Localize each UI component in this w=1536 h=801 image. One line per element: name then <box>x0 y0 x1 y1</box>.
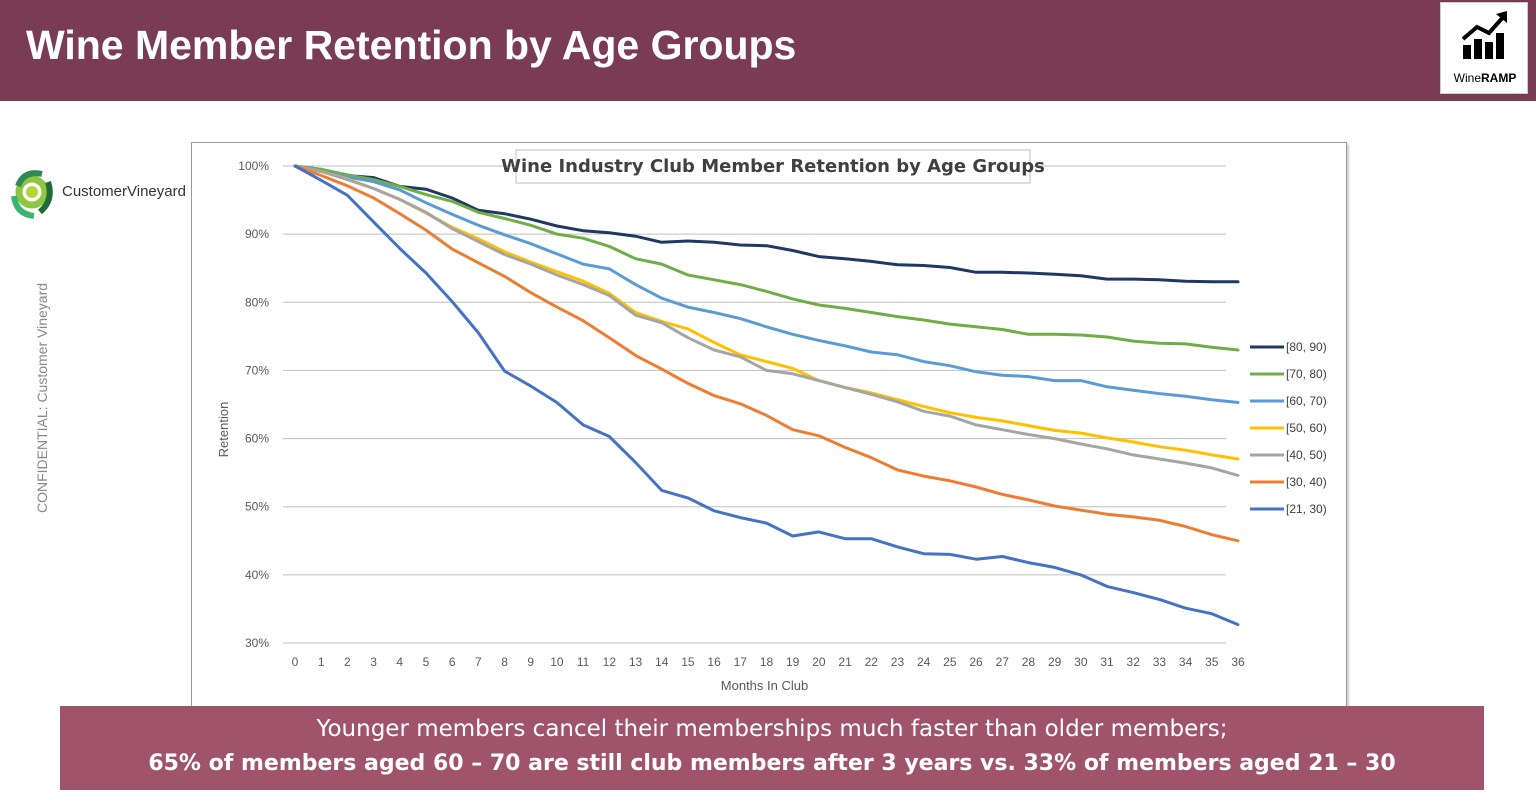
x-tick-label: 11 <box>577 655 590 669</box>
page-title: Wine Member Retention by Age Groups <box>26 22 797 68</box>
wineramp-logo-text: WineRAMP <box>1453 71 1517 85</box>
x-axis-label: Months In Club <box>721 678 808 693</box>
x-tick-label: 4 <box>396 655 403 669</box>
y-tick-label: 70% <box>245 363 269 377</box>
x-tick-label: 6 <box>449 655 456 669</box>
x-tick-label: 23 <box>891 655 905 669</box>
legend-label: [70, 80) <box>1286 367 1327 381</box>
x-tick-label: 13 <box>629 655 643 669</box>
x-tick-label: 31 <box>1100 655 1114 669</box>
x-tick-label: 14 <box>655 655 669 669</box>
retention-line-chart: 100%90%80%70%60%50%40%30%0 1 2 3 4 5 6 7 8 9 10 11 1… <box>216 149 1327 693</box>
y-axis-label: Retention <box>216 402 231 458</box>
chart-title: Wine Industry Club Member Retention by A… <box>501 156 1045 177</box>
x-tick-label: 26 <box>969 655 983 669</box>
vineyard-swirl-icon <box>11 170 53 219</box>
series-line <box>293 164 1240 543</box>
y-tick-label: 40% <box>245 568 269 582</box>
x-tick-label: 7 <box>475 655 482 669</box>
x-tick-label: 27 <box>996 655 1010 669</box>
x-tick-label: 21 <box>838 655 852 669</box>
header-bar: Wine Member Retention by Age Groups Wine… <box>0 0 1536 101</box>
x-tick-label: 19 <box>786 655 800 669</box>
x-tick-label: 20 <box>812 655 826 669</box>
legend-label: [60, 70) <box>1286 394 1327 408</box>
x-tick-label: 32 <box>1127 655 1141 669</box>
confidential-label: CONFIDENTIAL: Customer Vineyard <box>34 282 50 514</box>
customer-vineyard-text: CustomerVineyard <box>62 183 186 200</box>
wineramp-logo: WineRAMP <box>1440 2 1528 94</box>
x-tick-label: 2 <box>344 655 351 669</box>
chart-container: 100% 90% 80% 70% 60% 50% 40% 30% 0 1 2 3 4 5 6 7 8 9 10 11 1… <box>191 142 1347 715</box>
x-tick-label: 12 <box>603 655 617 669</box>
x-tick-label: 33 <box>1153 655 1167 669</box>
x-tick-label: 36 <box>1231 655 1245 669</box>
y-tick-label: 100% <box>238 159 269 173</box>
legend-label: [30, 40) <box>1286 475 1327 489</box>
x-tick-label: 10 <box>550 655 564 669</box>
x-tick-label: 18 <box>760 655 774 669</box>
y-tick-label: 90% <box>245 227 269 241</box>
insight-line-1: Younger members cancel their memberships… <box>316 716 1228 742</box>
x-tick-label: 28 <box>1022 655 1036 669</box>
series-line <box>293 164 1240 352</box>
legend-label: [80, 90) <box>1286 340 1327 354</box>
x-tick-label: 30 <box>1074 655 1088 669</box>
legend-label: [21, 30) <box>1286 502 1327 516</box>
y-tick-label: 30% <box>245 636 269 650</box>
rising-chart-icon <box>1461 11 1507 59</box>
x-tick-label: 9 <box>527 655 534 669</box>
customer-vineyard-logo: CustomerVineyard <box>8 166 223 224</box>
x-tick-label: 34 <box>1179 655 1193 669</box>
series-line <box>293 164 1240 404</box>
insight-line-2: 65% of members aged 60 – 70 are still cl… <box>148 751 1396 776</box>
x-tick-label: 24 <box>917 655 931 669</box>
x-tick-label: 29 <box>1048 655 1062 669</box>
x-tick-label: 35 <box>1205 655 1219 669</box>
y-tick-label: 80% <box>245 295 269 309</box>
x-tick-label: 3 <box>370 655 377 669</box>
x-tick-label: 25 <box>943 655 957 669</box>
y-tick-label: 60% <box>245 432 269 446</box>
x-tick-label: 16 <box>707 655 721 669</box>
series-line <box>293 164 1240 284</box>
y-tick-label: 50% <box>245 500 269 514</box>
legend-label: [50, 60) <box>1286 421 1327 435</box>
legend-label: [40, 50) <box>1286 448 1327 462</box>
series-line <box>293 164 1240 477</box>
x-tick-label: 8 <box>501 655 508 669</box>
series-line <box>293 164 1240 627</box>
x-tick-label: 15 <box>681 655 695 669</box>
x-tick-label: 22 <box>865 655 879 669</box>
x-tick-label: 1 <box>318 655 325 669</box>
x-tick-label: 0 <box>292 655 299 669</box>
chart-title-box <box>515 149 1031 184</box>
x-tick-label: 5 <box>423 655 430 669</box>
key-insight-banner: Younger members cancel their memberships… <box>60 706 1484 790</box>
x-tick-label: 17 <box>734 655 748 669</box>
